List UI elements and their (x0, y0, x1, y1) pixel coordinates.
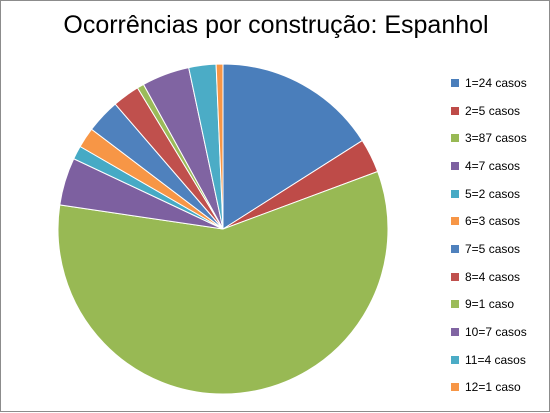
legend-label: 6=3 casos (465, 214, 521, 229)
legend-label: 10=7 casos (465, 325, 527, 340)
legend-swatch (451, 300, 459, 309)
pie-slice-3 (57, 170, 389, 395)
legend-label: 7=5 casos (465, 241, 521, 256)
legend-item-10: 10=7 casos (451, 318, 549, 346)
legend-swatch (451, 106, 459, 115)
legend-item-8: 8=4 casos (451, 263, 549, 291)
legend-item-11: 11=4 casos (451, 346, 549, 374)
legend-swatch (451, 383, 459, 392)
legend-swatch (451, 217, 459, 226)
pie-slice-1 (222, 63, 364, 230)
legend-label: 8=4 casos (465, 269, 521, 284)
legend-label: 9=1 caso (465, 297, 515, 312)
legend-item-12: 12=1 caso (451, 374, 549, 402)
legend-swatch (451, 272, 459, 281)
legend-swatch (451, 244, 459, 253)
legend-swatch (451, 189, 459, 198)
legend-label: 1=24 casos (465, 75, 527, 90)
pie-slice-12 (215, 63, 224, 230)
chart-legend: 1=24 casos 2=5 casos 3=87 casos 4=7 casos 5=… (451, 69, 549, 401)
legend-item-5: 5=2 casos (451, 180, 549, 208)
legend-label: 3=87 casos (465, 131, 527, 146)
legend-item-4: 4=7 casos (451, 152, 549, 180)
legend-swatch (451, 78, 459, 87)
legend-label: 12=1 caso (465, 380, 521, 395)
legend-swatch (451, 161, 459, 170)
legend-item-3: 3=87 casos (451, 124, 549, 152)
legend-swatch (451, 134, 459, 143)
legend-item-9: 9=1 caso (451, 291, 549, 319)
legend-label: 4=7 casos (465, 158, 521, 173)
legend-label: 11=4 casos (465, 352, 526, 367)
legend-swatch (451, 328, 459, 337)
legend-item-7: 7=5 casos (451, 235, 549, 263)
legend-label: 5=2 casos (465, 186, 521, 201)
legend-item-2: 2=5 casos (451, 97, 549, 125)
chart-title: Ocorrências por construção: Espanhol (63, 11, 489, 39)
legend-swatch (451, 355, 459, 364)
legend-label: 2=5 casos (465, 103, 521, 118)
legend-item-6: 6=3 casos (451, 207, 549, 235)
legend-item-1: 1=24 casos (451, 69, 549, 97)
